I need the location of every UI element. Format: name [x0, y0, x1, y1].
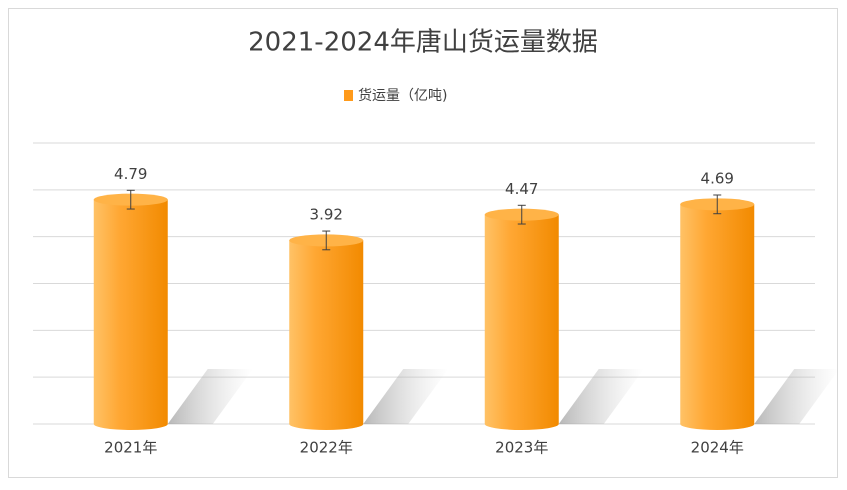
- data-label: 4.69: [701, 169, 734, 187]
- bar: [680, 204, 755, 431]
- x-tick-label: 2022年: [300, 439, 353, 457]
- data-label: 4.79: [114, 165, 147, 183]
- bar-shadow: [754, 369, 840, 424]
- bar-shadow: [363, 369, 449, 424]
- legend-swatch: [344, 90, 353, 101]
- x-tick-label: 2024年: [691, 439, 744, 457]
- bar-shadow: [558, 369, 644, 424]
- bar: [289, 240, 364, 431]
- x-tick-label: 2023年: [495, 439, 548, 457]
- legend-label: 货运量（亿吨): [358, 87, 447, 104]
- bar-shadow: [167, 369, 253, 424]
- data-label: 4.47: [505, 180, 538, 198]
- bar: [93, 199, 168, 431]
- chart-title: 2021-2024年唐山货运量数据: [248, 28, 598, 58]
- bar: [484, 214, 559, 431]
- x-tick-label: 2021年: [104, 439, 157, 457]
- data-label: 3.92: [310, 206, 343, 224]
